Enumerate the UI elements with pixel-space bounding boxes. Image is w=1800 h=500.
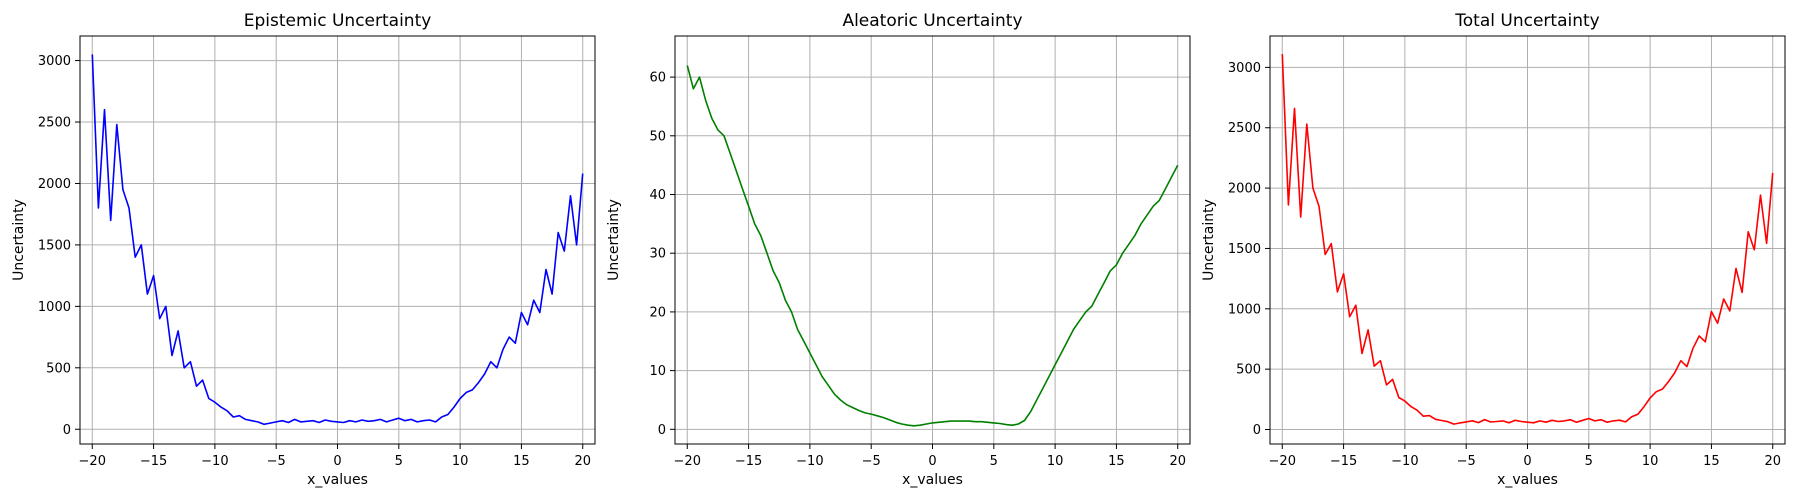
x-tick-label: 10: [1642, 454, 1659, 469]
series-line: [1281, 54, 1774, 425]
y-tick-label: 500: [1236, 363, 1261, 378]
x-tick-label: 5: [395, 454, 403, 469]
y-tick-label: 40: [649, 188, 666, 203]
x-tick-label: −5: [862, 454, 881, 469]
x-tick-label: −10: [1391, 454, 1418, 469]
y-tick-label: 3000: [38, 54, 71, 69]
y-tick-label: 1500: [1228, 242, 1261, 257]
x-tick-label: 15: [513, 454, 530, 469]
y-tick-label: 2500: [1228, 121, 1261, 136]
x-tick-label: 20: [574, 454, 591, 469]
y-tick-label: 1000: [38, 300, 71, 315]
x-axis-label: x_values: [307, 472, 368, 488]
y-tick-label: 20: [649, 305, 666, 320]
y-tick-label: 1000: [1228, 302, 1261, 317]
y-tick-label: 30: [649, 247, 666, 262]
x-tick-label: −10: [201, 454, 228, 469]
chart-title: Epistemic Uncertainty: [244, 11, 432, 31]
chart-title: Total Uncertainty: [1454, 11, 1599, 31]
x-tick-label: −20: [79, 454, 106, 469]
x-tick-label: −10: [796, 454, 823, 469]
x-tick-label: −20: [1269, 454, 1296, 469]
x-tick-label: 20: [1169, 454, 1186, 469]
y-tick-label: 500: [46, 361, 71, 376]
epistemic-uncertainty-panel: Epistemic Uncertainty x_values Uncertain…: [11, 11, 596, 488]
total-uncertainty-panel: Total Uncertainty x_values Uncertainty −…: [1201, 11, 1786, 488]
x-tick-label: 0: [1523, 454, 1531, 469]
grid: [1270, 36, 1785, 444]
x-tick-label: 5: [990, 454, 998, 469]
x-tick-label: −5: [267, 454, 286, 469]
x-axis-label: x_values: [1497, 472, 1558, 488]
y-tick-label: 3000: [1228, 61, 1261, 76]
x-tick-label: 5: [1585, 454, 1593, 469]
x-tick-label: −15: [1330, 454, 1357, 469]
x-tick-label: 10: [1047, 454, 1064, 469]
x-tick-label: 0: [333, 454, 341, 469]
grid: [80, 36, 595, 444]
y-tick-label: 1500: [38, 238, 71, 253]
y-tick-label: 10: [649, 364, 666, 379]
x-tick-label: −15: [735, 454, 762, 469]
x-axis-label: x_values: [902, 472, 963, 488]
y-tick-label: 0: [1253, 423, 1261, 438]
y-tick-label: 50: [649, 129, 666, 144]
y-tick-label: 2500: [38, 116, 71, 131]
x-tick-label: −5: [1457, 454, 1476, 469]
y-axis-label: Uncertainty: [606, 199, 622, 281]
y-tick-label: 2000: [38, 177, 71, 192]
series-line: [91, 54, 584, 426]
x-tick-label: 15: [1108, 454, 1125, 469]
aleatoric-uncertainty-panel: Aleatoric Uncertainty x_values Uncertain…: [606, 11, 1191, 488]
chart-title: Aleatoric Uncertainty: [842, 11, 1022, 31]
y-axis-label: Uncertainty: [11, 199, 27, 281]
y-tick-label: 2000: [1228, 182, 1261, 197]
x-tick-label: −20: [674, 454, 701, 469]
x-tick-label: 20: [1764, 454, 1781, 469]
x-tick-label: −15: [140, 454, 167, 469]
series-line: [686, 65, 1179, 427]
x-tick-label: 0: [928, 454, 936, 469]
x-tick-label: 10: [452, 454, 469, 469]
grid: [675, 36, 1190, 444]
y-tick-label: 60: [649, 71, 666, 86]
y-tick-label: 0: [63, 423, 71, 438]
y-axis-label: Uncertainty: [1201, 199, 1217, 281]
y-tick-label: 0: [658, 423, 666, 438]
x-tick-label: 15: [1703, 454, 1720, 469]
